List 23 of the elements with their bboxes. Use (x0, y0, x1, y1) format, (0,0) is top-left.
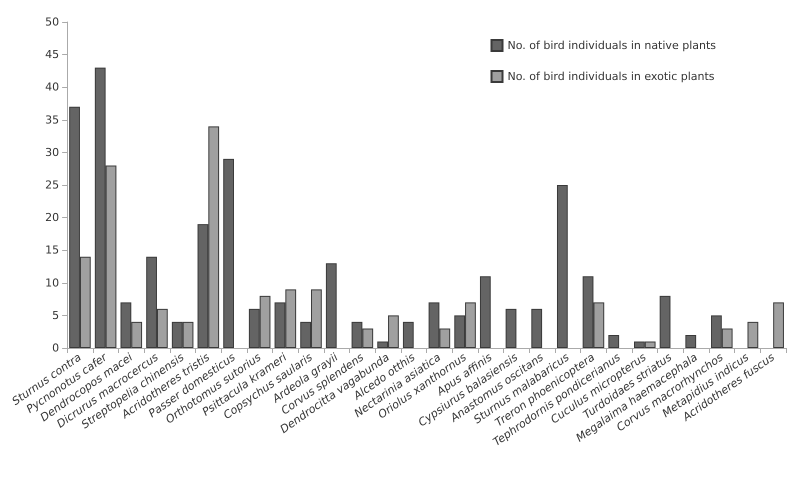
y-tick-label: 45 (45, 48, 60, 62)
y-tick-label: 5 (52, 308, 60, 322)
bar (402, 322, 414, 348)
y-tick-label: 25 (45, 178, 60, 192)
bar (480, 276, 491, 348)
legend-label: No. of bird individuals in native plants (508, 39, 716, 52)
y-tick-label: 30 (45, 146, 60, 159)
y-tick-label: 0 (52, 342, 60, 354)
bar (556, 185, 568, 348)
bar (608, 334, 620, 348)
y-tick-label: 50 (45, 16, 60, 28)
bar (223, 158, 234, 348)
bar (685, 334, 696, 348)
y-tick-label: 15 (45, 244, 60, 257)
bar (531, 308, 542, 348)
legend-label: No. of bird individuals in exotic plants (508, 70, 715, 83)
y-tick-label: 40 (45, 80, 60, 94)
y-tick-label: 10 (45, 276, 60, 290)
y-tick-label: 35 (45, 113, 60, 126)
bar (660, 296, 670, 348)
y-tick-label: 20 (45, 211, 60, 224)
bar (326, 263, 337, 348)
bar (506, 308, 516, 348)
